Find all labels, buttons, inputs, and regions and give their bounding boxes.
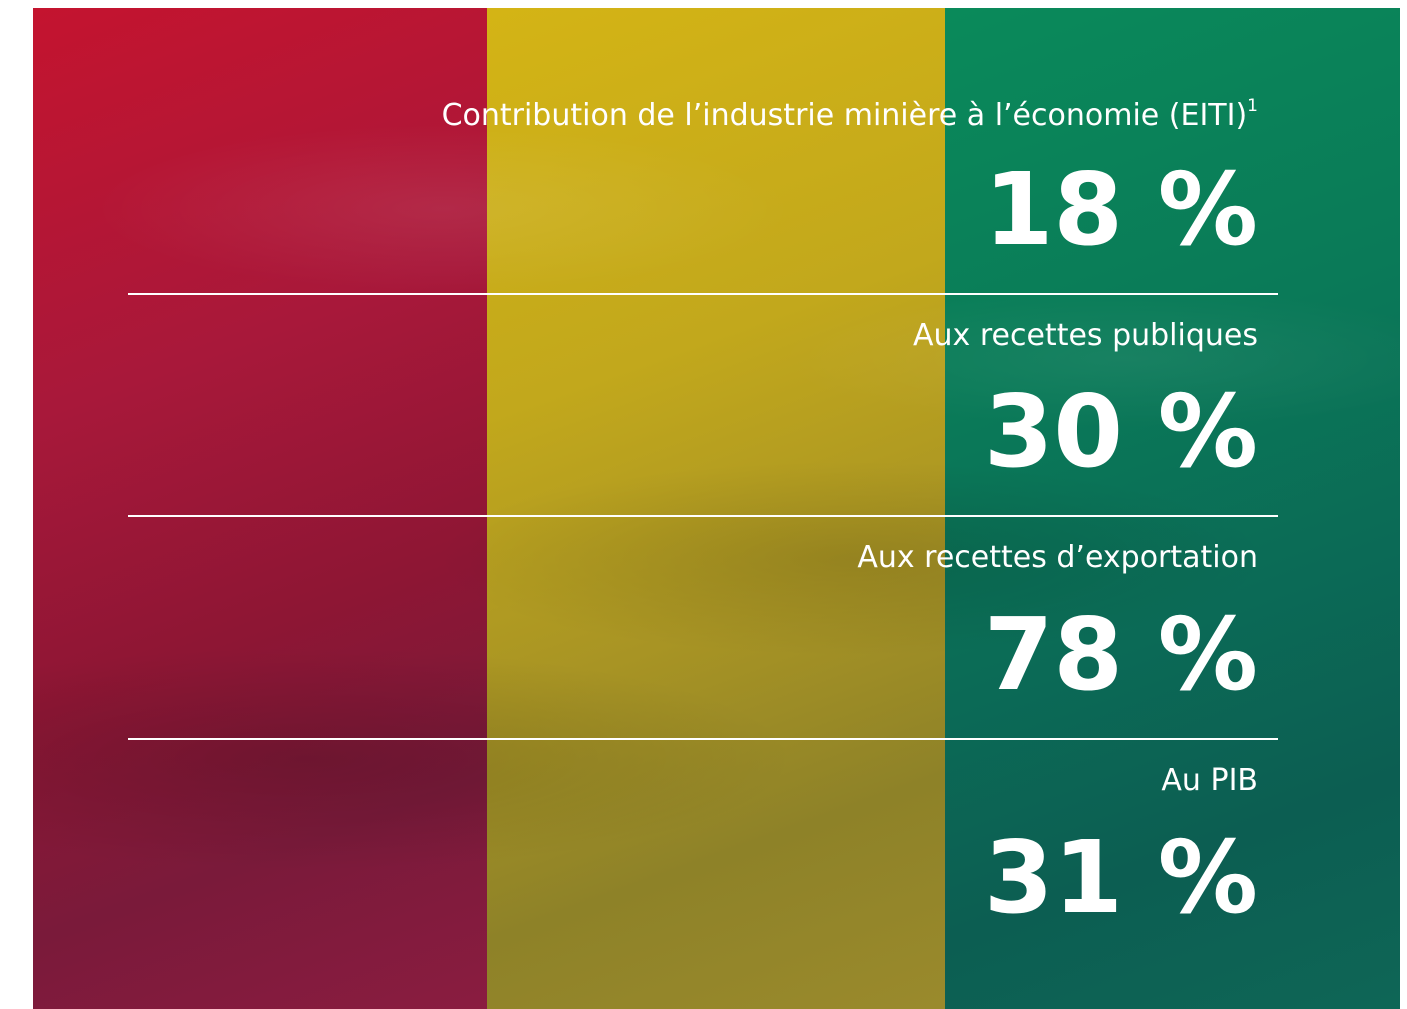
stat-value: 31 % (983, 819, 1258, 936)
stat-label: Aux recettes publiques (913, 318, 1258, 353)
green-stripe (945, 8, 1400, 1009)
red-stripe (33, 8, 487, 1009)
stat-label: Aux recettes d’exportation (857, 540, 1258, 575)
stat-label: Contribution de l’industrie minière à l’… (442, 96, 1258, 133)
footnote-marker: 1 (1247, 96, 1258, 116)
stat-label-text: Contribution de l’industrie minière à l’… (441, 98, 1248, 133)
divider (128, 293, 1278, 295)
divider (128, 738, 1278, 740)
yellow-stripe (487, 8, 945, 1009)
stat-value: 30 % (983, 373, 1258, 490)
stat-value: 78 % (983, 596, 1258, 713)
stat-value: 18 % (983, 151, 1258, 268)
stat-label: Au PIB (1161, 763, 1258, 798)
divider (128, 515, 1278, 517)
silk-texture (33, 8, 1400, 1009)
flag-background (33, 8, 1400, 1009)
